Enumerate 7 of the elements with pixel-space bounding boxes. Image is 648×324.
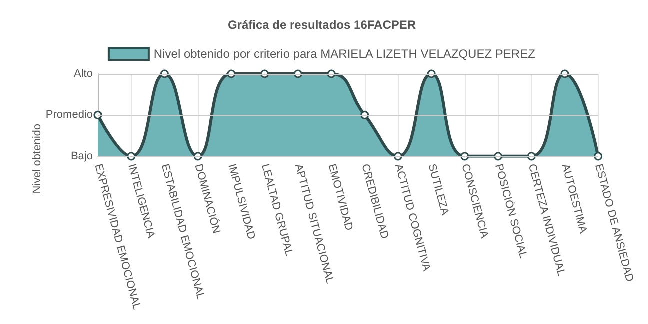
ref-line-label: Promedio xyxy=(46,109,93,122)
chart-title: Gráfica de resultados 16FACPER xyxy=(228,18,416,32)
legend-label: Nivel obtenido por criterio para MARIELA LIZETH VELAZQUEZ PEREZ xyxy=(154,47,536,61)
x-tick-label: LEALTAD GRUPAL xyxy=(258,162,296,258)
ref-line-label: Bajo xyxy=(70,150,93,162)
ref-line-label: Alto xyxy=(74,68,93,80)
y-axis-title: Nivel obtenido xyxy=(32,124,44,194)
